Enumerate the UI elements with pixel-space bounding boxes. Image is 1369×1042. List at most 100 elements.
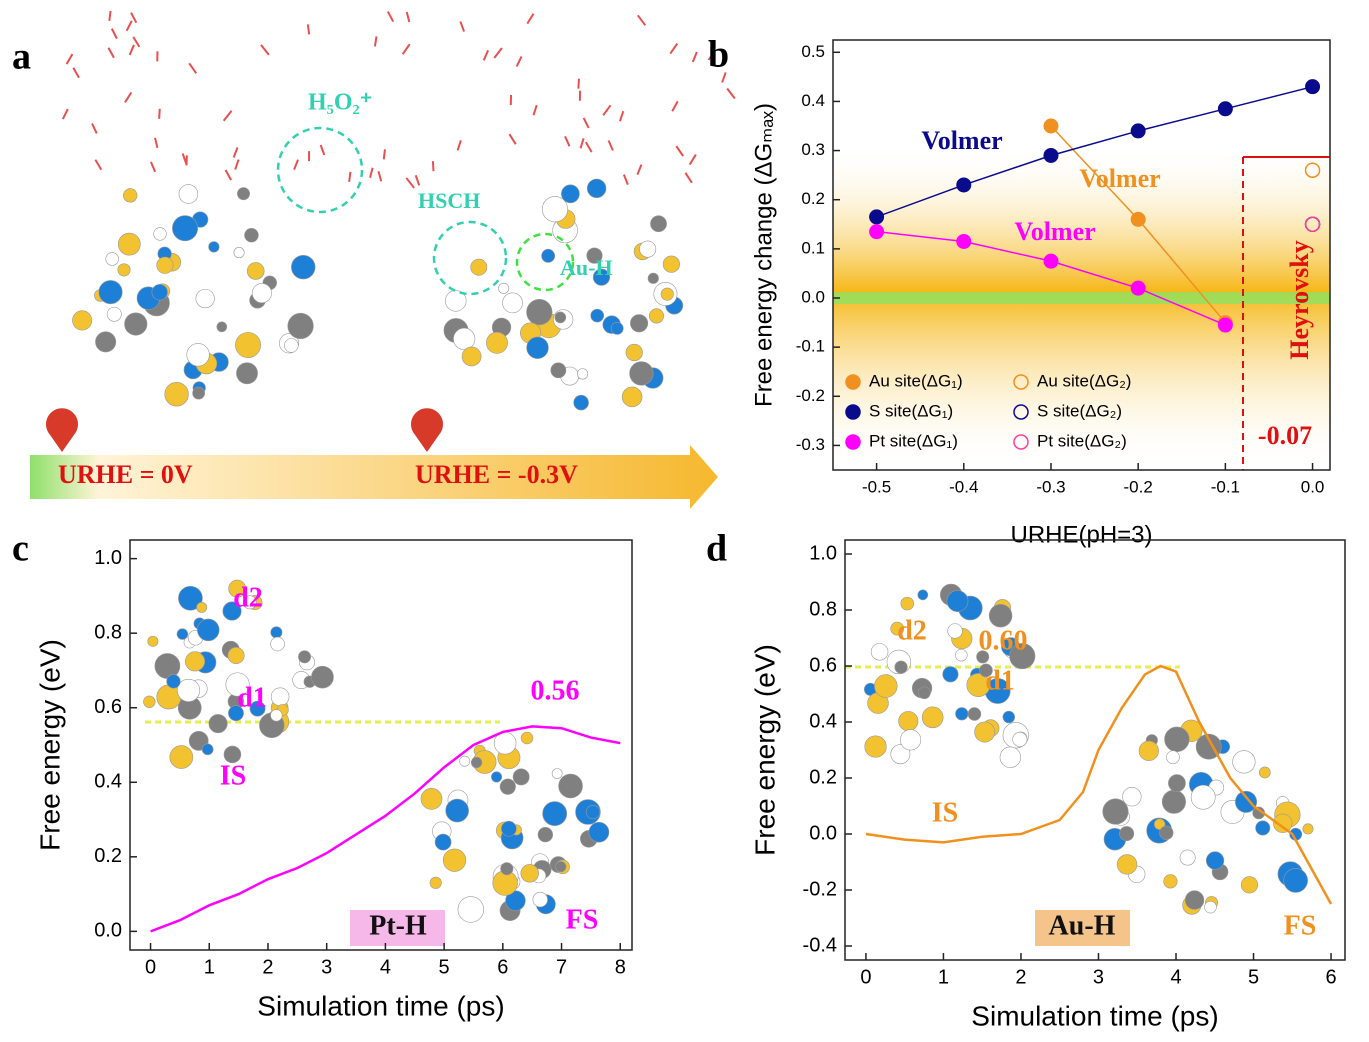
atom xyxy=(955,708,968,721)
x-axis-title: URHE(pH=3) xyxy=(1010,521,1152,548)
atom xyxy=(471,259,487,275)
atom xyxy=(179,185,198,204)
location-pins xyxy=(46,408,443,452)
atom xyxy=(1162,790,1185,813)
x-tick-label: -0.3 xyxy=(1036,477,1065,496)
x-tick-label: -0.5 xyxy=(862,477,891,496)
annotation: Pt-H xyxy=(369,910,427,941)
atom xyxy=(1117,855,1137,875)
water xyxy=(125,92,131,102)
annotation: 0.60 xyxy=(979,625,1028,656)
atom xyxy=(471,757,482,768)
atom xyxy=(177,629,188,640)
legend-label: Pt site(ΔG₁) xyxy=(869,431,958,450)
atom xyxy=(1235,791,1256,812)
zero-band xyxy=(833,292,1330,304)
atom xyxy=(172,216,197,241)
atom xyxy=(542,196,567,221)
atom xyxy=(865,736,887,758)
atom xyxy=(521,864,539,882)
atom xyxy=(185,652,204,671)
atom xyxy=(99,280,122,303)
atom xyxy=(1160,826,1174,840)
water xyxy=(403,44,410,54)
atom xyxy=(430,877,442,889)
atom xyxy=(271,637,285,651)
atom xyxy=(155,653,180,678)
atom xyxy=(895,661,907,673)
y-tick-label: -0.4 xyxy=(803,934,837,956)
y-axis-title: Free energy (eV) xyxy=(34,639,65,851)
y-tick-label: 0.2 xyxy=(809,766,837,788)
atom xyxy=(591,309,604,322)
y-tick-label: 0.3 xyxy=(801,140,825,159)
annotation: Volmer xyxy=(1079,164,1160,193)
data-point xyxy=(1131,281,1145,295)
y-tick-label: -0.3 xyxy=(796,435,825,454)
x-axis-title: Simulation time (ps) xyxy=(971,1000,1218,1031)
water xyxy=(494,48,502,58)
atom xyxy=(197,602,207,612)
atom xyxy=(1103,799,1128,824)
water xyxy=(609,140,613,150)
water xyxy=(690,155,696,165)
legend-label: S site(ΔG₂) xyxy=(1037,401,1122,420)
data-point xyxy=(1131,124,1145,138)
x-tick-label: 2 xyxy=(1015,966,1026,988)
atom xyxy=(118,233,140,255)
water xyxy=(378,171,381,181)
annotation: FS xyxy=(566,904,599,935)
panel-label: d xyxy=(706,528,727,570)
atom xyxy=(486,332,507,353)
atom xyxy=(527,299,553,325)
water xyxy=(159,109,160,119)
atom xyxy=(1000,747,1021,768)
y-tick-label: 0.2 xyxy=(801,189,825,208)
annotation: FS xyxy=(1284,910,1317,941)
atom xyxy=(197,619,219,641)
atom xyxy=(989,604,1012,627)
atom xyxy=(1180,850,1195,865)
y-tick-label: 0.6 xyxy=(809,654,837,676)
atom xyxy=(177,679,200,702)
x-tick-label: 4 xyxy=(1170,966,1181,988)
atom xyxy=(1233,751,1256,774)
legend-label: S site(ΔG₁) xyxy=(869,401,953,420)
atom xyxy=(1168,775,1185,792)
panel-label: b xyxy=(708,34,729,76)
data-point xyxy=(1044,119,1058,133)
pin xyxy=(46,408,78,452)
atom xyxy=(501,821,516,836)
atom xyxy=(187,343,210,366)
water xyxy=(509,134,515,144)
atom xyxy=(622,387,642,407)
data-point xyxy=(1218,102,1232,116)
atom xyxy=(435,834,451,850)
water xyxy=(407,12,410,22)
water xyxy=(294,160,298,170)
x-tick-label: 5 xyxy=(439,956,450,978)
water xyxy=(484,50,488,60)
data-point xyxy=(1044,254,1058,268)
atom xyxy=(252,283,271,302)
atom xyxy=(291,255,315,279)
water xyxy=(670,44,677,54)
atom xyxy=(1165,727,1190,752)
x-tick-label: -0.2 xyxy=(1124,477,1153,496)
y-tick-label: 1.0 xyxy=(809,542,837,564)
atom xyxy=(107,307,121,321)
atom xyxy=(918,687,930,699)
legend-label: Pt site(ΔG₂) xyxy=(1037,431,1127,450)
series-line xyxy=(866,666,1331,904)
atom xyxy=(209,714,227,732)
annotation: IS xyxy=(220,760,246,791)
atom xyxy=(443,849,466,872)
legend-swatch xyxy=(846,435,860,449)
x-tick-label: 8 xyxy=(615,956,626,978)
water xyxy=(63,109,68,119)
water xyxy=(384,149,385,159)
water xyxy=(226,170,232,180)
atom xyxy=(499,283,509,293)
atom xyxy=(245,228,259,242)
water xyxy=(565,136,570,146)
